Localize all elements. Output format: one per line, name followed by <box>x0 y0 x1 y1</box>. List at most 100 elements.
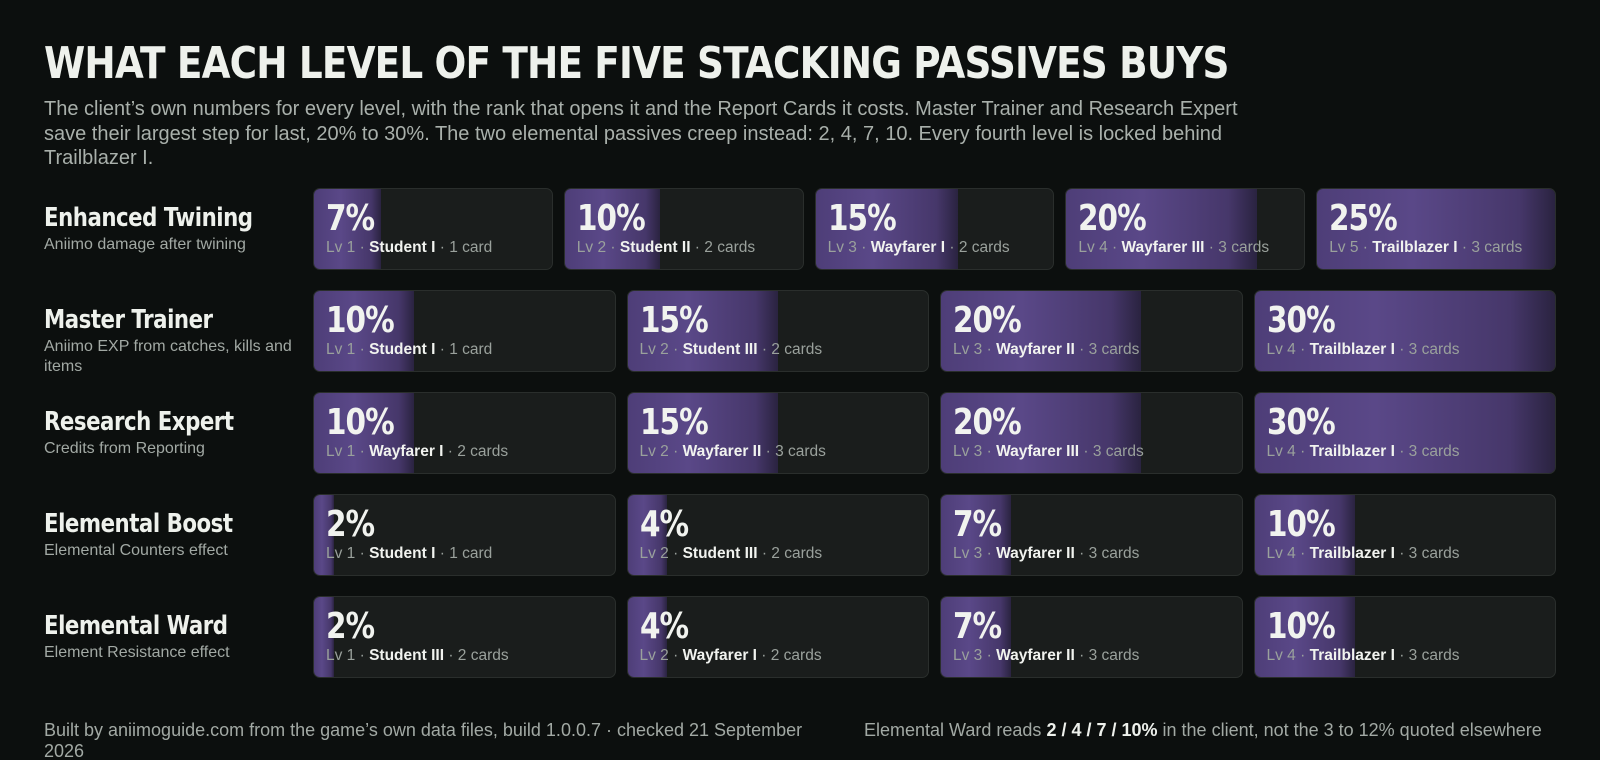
level-meta: Lv 4 · Wayfarer III · 3 cards <box>1078 239 1269 257</box>
level-value: 15% <box>639 300 709 341</box>
level-card: 7% Lv 3 · Wayfarer II · 3 cards <box>940 494 1243 576</box>
level-number: Lv 1 <box>326 341 356 358</box>
passive-name: Elemental Boost <box>44 509 233 539</box>
level-number: Lv 2 <box>639 443 669 460</box>
level-value: 20% <box>1078 198 1147 239</box>
level-value: 10% <box>576 198 646 239</box>
separator: · <box>355 341 370 358</box>
level-value: 25% <box>1329 198 1398 239</box>
level-meta: Lv 2 · Wayfarer II · 3 cards <box>640 443 826 461</box>
page-title: WHAT EACH LEVEL OF THE FIVE STACKING PAS… <box>44 38 1229 89</box>
level-meta: Lv 2 · Student III · 2 cards <box>640 341 823 359</box>
level-meta: Lv 3 · Wayfarer III · 3 cards <box>953 443 1144 461</box>
level-rank: Trailblazer I <box>1309 443 1395 460</box>
passive-row: Elemental Ward Element Resistance effect 2… <box>44 596 1556 678</box>
separator: · <box>435 239 450 256</box>
level-card: 2% Lv 1 · Student III · 2 cards <box>313 596 616 678</box>
level-cost: 1 card <box>449 545 493 562</box>
separator: · <box>355 647 370 664</box>
level-number: Lv 1 <box>326 443 356 460</box>
level-card: 30% Lv 4 · Trailblazer I · 3 cards <box>1253 290 1556 372</box>
passive-desc: Aniimo damage after twining <box>44 236 246 253</box>
level-meta: Lv 4 · Trailblazer I · 3 cards <box>1267 341 1460 359</box>
level-card: 20% Lv 4 · Wayfarer III · 3 cards <box>1065 188 1306 270</box>
level-meta: Lv 4 · Trailblazer I · 3 cards <box>1267 443 1460 461</box>
level-rank: Student I <box>369 239 436 256</box>
level-fill-bar <box>1066 189 1257 269</box>
separator: · <box>982 647 997 664</box>
level-rank: Wayfarer II <box>682 443 762 460</box>
level-cells: 7% Lv 1 · Student I · 1 card 10% Lv 2 · Stu… <box>313 188 1556 270</box>
level-cells: 10% Lv 1 · Student I · 1 card 15% Lv 2 · St… <box>313 290 1556 372</box>
level-meta: Lv 1 · Student I · 1 card <box>326 239 492 257</box>
level-number: Lv 3 <box>953 647 983 664</box>
level-cost: 3 cards <box>1408 341 1460 358</box>
level-rank: Trailblazer I <box>1372 239 1458 256</box>
passives-page: WHAT EACH LEVEL OF THE FIVE STACKING PAS… <box>44 0 1556 760</box>
level-meta: Lv 2 · Wayfarer I · 2 cards <box>640 647 822 665</box>
level-meta: Lv 3 · Wayfarer II · 3 cards <box>953 341 1139 359</box>
level-rank: Student II <box>619 239 691 256</box>
level-value: 30% <box>1266 402 1336 443</box>
passive-row: Master Trainer Aniimo EXP from catches, k… <box>44 290 1556 375</box>
level-value: 10% <box>326 402 395 443</box>
level-fill-bar <box>1317 189 1555 269</box>
level-number: Lv 4 <box>1078 239 1108 256</box>
level-number: Lv 4 <box>1266 341 1296 358</box>
separator: · <box>982 443 997 460</box>
level-card: 25% Lv 5 · Trailblazer I · 3 cards <box>1316 188 1556 270</box>
level-number: Lv 3 <box>953 443 983 460</box>
level-fill-bar <box>815 189 959 269</box>
separator: · <box>757 545 772 562</box>
passive-label: Research Expert Credits from Reporting <box>44 406 294 459</box>
level-card: 10% Lv 4 · Trailblazer I · 3 cards <box>1253 596 1556 678</box>
level-rank: Student III <box>682 341 758 358</box>
separator: · <box>757 341 772 358</box>
footer-note: Elemental Ward reads 2 / 4 / 7 / 10% in … <box>864 720 1554 741</box>
level-cost: 2 cards <box>771 545 823 562</box>
separator: · <box>444 647 458 664</box>
level-rank: Wayfarer I <box>369 443 444 460</box>
level-value: 4% <box>639 606 689 647</box>
level-fill-bar <box>941 393 1142 473</box>
separator: · <box>1394 341 1409 358</box>
level-value: 7% <box>326 198 375 239</box>
passive-row: Elemental Boost Elemental Counters effect… <box>44 494 1556 576</box>
level-meta: Lv 1 · Wayfarer I · 2 cards <box>326 443 508 461</box>
level-rank: Trailblazer I <box>1309 545 1395 562</box>
separator: · <box>443 443 458 460</box>
level-rank: Wayfarer III <box>996 443 1080 460</box>
level-fill-bar <box>314 597 335 677</box>
level-rank: Student III <box>369 647 445 664</box>
level-rank: Wayfarer III <box>1121 239 1205 256</box>
footer-note-suffix: in the client, not the 3 to 12% quoted e… <box>1162 720 1542 740</box>
level-number: Lv 2 <box>576 239 607 256</box>
level-rank: Student III <box>682 545 758 562</box>
separator: · <box>1204 239 1219 256</box>
level-number: Lv 3 <box>953 341 983 358</box>
footer-note-prefix: Elemental Ward reads <box>864 720 1042 740</box>
level-fill-bar <box>1254 291 1555 371</box>
level-number: Lv 5 <box>1329 239 1359 256</box>
level-card: 2% Lv 1 · Student I · 1 card <box>313 494 616 576</box>
level-cost: 3 cards <box>1408 443 1460 460</box>
separator: · <box>1074 341 1089 358</box>
level-value: 7% <box>953 504 1002 545</box>
level-cost: 2 cards <box>704 239 756 256</box>
separator: · <box>668 443 683 460</box>
level-value: 15% <box>639 402 709 443</box>
separator: · <box>1457 239 1472 256</box>
level-fill-bar <box>941 597 1012 677</box>
level-value: 2% <box>326 504 375 545</box>
level-number: Lv 4 <box>1266 647 1296 664</box>
level-fill-bar <box>627 597 668 677</box>
level-value: 2% <box>326 606 375 647</box>
level-fill-bar <box>564 189 660 269</box>
level-fill-bar <box>1254 597 1355 677</box>
level-fill-bar <box>1254 495 1355 575</box>
level-meta: Lv 3 · Wayfarer II · 3 cards <box>953 545 1139 563</box>
level-rank: Wayfarer II <box>996 341 1075 358</box>
separator: · <box>982 545 997 562</box>
level-rank: Student I <box>369 341 436 358</box>
separator: · <box>1074 647 1089 664</box>
